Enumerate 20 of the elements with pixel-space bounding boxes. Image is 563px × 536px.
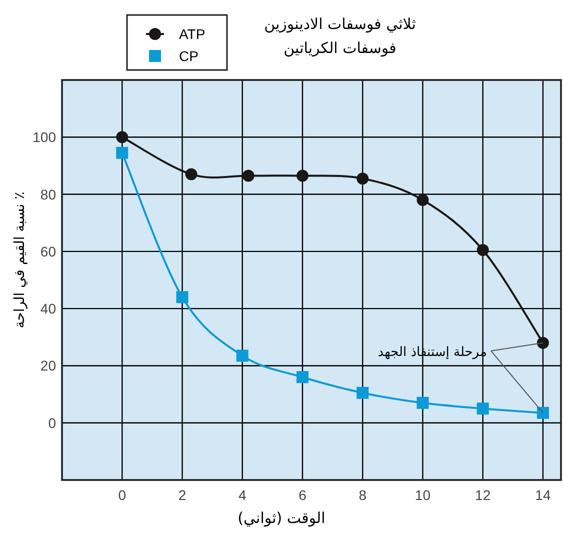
y-tick-label: 20 — [40, 358, 56, 374]
x-tick-label: 6 — [298, 487, 307, 503]
x-tick-label: 4 — [238, 487, 246, 503]
legend-label: ATP — [179, 26, 206, 42]
x-tick-label: 2 — [178, 487, 186, 503]
x-tick-label: 10 — [414, 487, 431, 503]
y-axis-title: ٪ نسبة القيم في الراحة — [12, 192, 28, 328]
y-tick-label: 60 — [40, 243, 56, 260]
x-tick-label: 12 — [475, 487, 491, 503]
y-tick-label: 0 — [48, 414, 56, 431]
x-axis-title: الوقت (ثواني) — [238, 509, 326, 527]
text: ثلاثي فوسفات الادينوزين — [264, 15, 416, 33]
x-tick-label: 14 — [535, 487, 551, 503]
legend-label: CP — [179, 48, 198, 64]
x-tick-label: 8 — [358, 487, 367, 503]
y-tick-label: 100 — [32, 129, 56, 146]
x-tick-label: 0 — [118, 487, 126, 503]
y-tick-label: 40 — [40, 300, 56, 317]
text: فوسفات الكرياتين — [284, 39, 396, 57]
y-tick-label: 80 — [40, 186, 56, 202]
